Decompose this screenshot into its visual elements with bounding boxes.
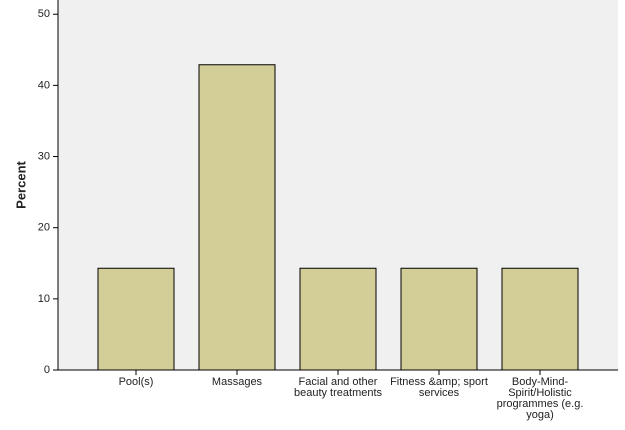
y-tick-label: 30 xyxy=(38,150,50,162)
bar xyxy=(198,64,276,371)
y-tick-label: 40 xyxy=(38,79,50,91)
y-tick-label: 50 xyxy=(38,8,50,20)
y-tick-label: 10 xyxy=(38,293,50,305)
bar xyxy=(97,267,175,371)
x-tick-label: Massages xyxy=(211,376,263,388)
x-tick-label: Body-Mind-Spirit/Holistic programmes (e.… xyxy=(496,376,584,421)
bar xyxy=(299,267,377,371)
y-axis-label: Percent xyxy=(13,160,28,208)
y-tick-label: 0 xyxy=(44,364,50,376)
bar xyxy=(400,267,478,371)
x-tick-label: Pool(s) xyxy=(118,376,154,388)
x-tick-label: Facial and other beauty treatments xyxy=(293,376,383,399)
x-tick-label: Fitness &amp; sport services xyxy=(390,376,488,399)
bar xyxy=(501,267,579,371)
y-tick-label: 20 xyxy=(38,222,50,234)
